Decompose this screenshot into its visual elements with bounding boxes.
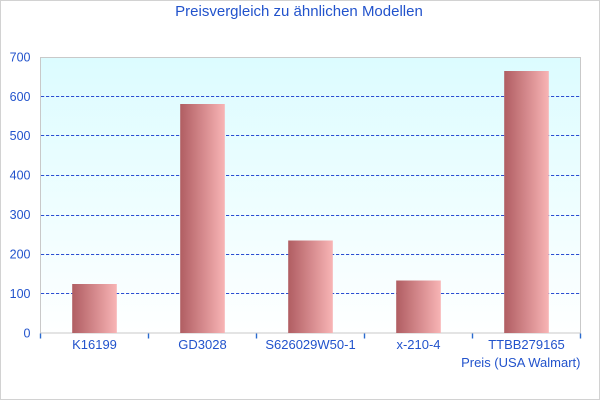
- svg-text:0: 0: [24, 326, 31, 340]
- svg-text:GD3028: GD3028: [178, 337, 226, 352]
- svg-text:500: 500: [10, 129, 31, 143]
- svg-text:700: 700: [10, 50, 31, 64]
- svg-text:300: 300: [10, 208, 31, 222]
- svg-text:400: 400: [10, 169, 31, 183]
- svg-text:Preisvergleich zu ähnlichen Mo: Preisvergleich zu ähnlichen Modellen: [175, 3, 423, 20]
- svg-text:S626029W50-1: S626029W50-1: [265, 337, 355, 352]
- svg-text:200: 200: [10, 248, 31, 262]
- svg-text:600: 600: [10, 90, 31, 104]
- svg-text:100: 100: [10, 287, 31, 301]
- svg-text:K16199: K16199: [72, 337, 117, 352]
- svg-text:Preis (USA Walmart): Preis (USA Walmart): [461, 355, 580, 370]
- svg-text:x-210-4: x-210-4: [396, 337, 440, 352]
- svg-text:TTBB279165: TTBB279165: [488, 337, 565, 352]
